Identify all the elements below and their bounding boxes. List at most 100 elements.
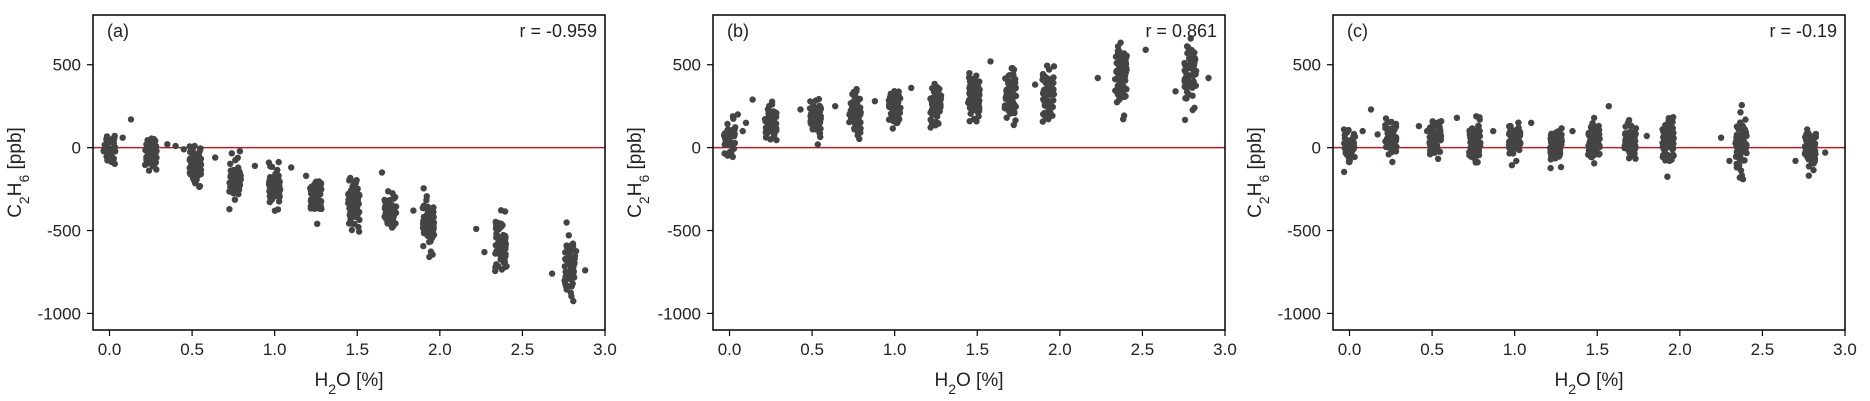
data-point [1569,127,1576,135]
data-point [1341,131,1348,139]
data-point [1590,114,1598,122]
data-point [1549,136,1557,144]
data-point [1185,44,1192,51]
data-point [356,192,363,199]
data-point [1662,136,1669,144]
data-point [567,247,574,254]
data-point [846,110,854,117]
data-point [895,99,902,106]
data-point [1507,122,1514,130]
data-point [1012,84,1019,92]
x-axis-label: H2O [%] [1554,370,1623,397]
data-point [1188,71,1196,79]
data-point [1205,74,1212,82]
data-point [1516,138,1523,145]
data-point [1435,123,1442,130]
data-point [871,98,879,105]
data-point [1595,151,1603,158]
data-point [970,115,978,123]
data-point [1115,81,1123,89]
y-tick-label: -500 [667,222,701,241]
data-point [563,242,570,249]
data-point [1047,76,1054,83]
data-point [349,183,356,190]
data-point [1664,173,1671,180]
x-tick-label: 3.0 [1213,340,1237,359]
panel-label: (c) [1347,21,1368,41]
data-point [817,133,824,141]
x-tick-label: 0.0 [1338,340,1362,359]
data-point [1822,149,1829,156]
data-point [1812,133,1820,141]
x-tick-label: 1.5 [345,340,369,359]
panel-label: (b) [727,21,749,41]
data-point [728,132,736,139]
x-tick-label: 0.5 [1420,340,1444,359]
data-point [561,277,568,284]
data-point [1742,116,1749,123]
data-point [1733,164,1741,171]
data-point [1367,106,1375,113]
x-tick-label: 2.5 [1751,340,1775,359]
data-point [1508,162,1516,169]
data-point [1805,163,1813,170]
data-point [895,92,902,99]
data-point [1121,72,1129,80]
data-point [975,89,983,96]
x-tick-label: 2.5 [511,340,535,359]
data-point [929,111,936,118]
data-point [1453,114,1461,122]
data-point [1733,123,1741,130]
plot-frame [92,14,606,331]
x-tick-label: 3.0 [1833,340,1857,359]
data-point [1094,74,1102,82]
data-point [730,115,737,122]
data-point [582,267,589,274]
data-point [100,148,108,155]
data-point [1516,130,1524,137]
data-point [410,207,417,214]
data-point [724,152,731,159]
panel-c: 0.0 0.5 1.0 1.5 2.0 2.5 3.0 -1000 -500 0 500 (c) r =… [1245,14,1857,397]
y-tick-label: 500 [673,56,701,75]
data-point [1807,143,1815,150]
data-point [390,204,397,211]
data-point [935,120,942,127]
data-point [1512,143,1519,150]
data-point [251,162,259,170]
data-point [762,129,769,136]
data-point [1547,164,1554,172]
plot-frame [1332,14,1846,331]
data-point [307,187,315,195]
data-point [897,104,904,112]
data-point [269,192,276,199]
data-point [937,102,944,109]
y-tick-label: -500 [47,222,81,241]
data-point [390,217,397,225]
data-point [1142,46,1149,53]
data-point [1006,78,1013,86]
data-point [1390,132,1398,139]
x-tick-label: 1.0 [1503,340,1527,359]
data-point [1438,118,1445,125]
data-point [768,98,776,105]
panel-a: 0.0 0.5 1.0 1.5 2.0 2.5 3.0 -1000 -500 0 500 (a) r =… [5,14,617,397]
data-point [1384,127,1392,135]
data-point [566,268,573,275]
data-point [976,97,983,104]
data-point [1191,104,1198,112]
data-point [1737,153,1744,160]
data-point [197,145,204,152]
data-point [191,142,198,150]
data-point [1181,59,1188,67]
data-point [1555,146,1563,154]
data-point [172,142,179,150]
data-point [430,226,437,234]
data-point [1384,118,1392,126]
data-point [797,106,804,113]
data-point [812,97,820,104]
y-tick-label: 0 [72,139,81,158]
data-point [1467,146,1475,153]
data-point [493,219,501,226]
